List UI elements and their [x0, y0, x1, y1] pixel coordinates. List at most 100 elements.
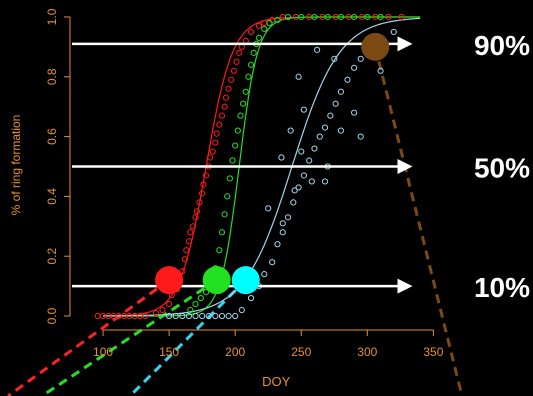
- threshold-markers: [155, 33, 389, 294]
- data-point: [333, 101, 338, 106]
- y-tick-label: 0.2: [45, 248, 59, 265]
- data-point: [309, 179, 314, 184]
- data-point: [233, 313, 238, 318]
- data-point: [251, 50, 256, 55]
- x-tick-label: 200: [225, 345, 245, 359]
- extrapolation-line: [375, 47, 462, 396]
- data-point: [338, 128, 343, 133]
- data-point: [307, 158, 312, 163]
- data-point: [95, 313, 100, 318]
- data-point: [198, 295, 203, 300]
- threshold-marker: [155, 266, 183, 294]
- data-point: [160, 307, 165, 312]
- data-point: [279, 155, 284, 160]
- data-point: [248, 295, 253, 300]
- data-point: [222, 104, 227, 109]
- data-point: [213, 313, 218, 318]
- y-tick-label: 0.8: [45, 68, 59, 85]
- data-point: [217, 122, 222, 127]
- data-point: [270, 260, 275, 265]
- threshold-marker: [361, 33, 389, 61]
- data-point: [248, 29, 253, 34]
- data-point: [301, 107, 306, 112]
- data-point: [352, 65, 357, 70]
- y-axis-label: % of ring formation: [9, 115, 23, 216]
- data-point: [317, 134, 322, 139]
- data-point: [226, 313, 231, 318]
- data-point: [338, 89, 343, 94]
- data-point: [226, 86, 231, 91]
- data-point: [234, 59, 239, 64]
- data-point: [301, 173, 306, 178]
- data-point: [223, 95, 228, 100]
- data-point: [229, 77, 234, 82]
- y-tick-label: 0.4: [45, 188, 59, 205]
- data-point: [219, 113, 224, 118]
- data-point: [280, 230, 285, 235]
- data-point: [312, 146, 317, 151]
- data-point: [256, 35, 261, 40]
- extrapolation-line: [8, 280, 169, 396]
- data-point: [210, 149, 215, 154]
- x-tick-label: 100: [93, 345, 113, 359]
- data-point: [227, 176, 232, 181]
- x-axis-label: DOY: [262, 374, 291, 389]
- data-point: [200, 313, 205, 318]
- data-point: [225, 194, 230, 199]
- data-point: [219, 230, 224, 235]
- data-point: [214, 131, 219, 136]
- data-point: [266, 206, 271, 211]
- y-tick-label: 1.0: [45, 8, 59, 25]
- data-point: [262, 26, 267, 31]
- data-point: [243, 89, 248, 94]
- data-point: [193, 301, 198, 306]
- x-tick-label: 150: [159, 345, 179, 359]
- axes: DOY % of ring formation: [9, 17, 433, 389]
- data-point: [322, 125, 327, 130]
- data-point: [299, 149, 304, 154]
- extrapolation-line: [42, 280, 217, 396]
- data-point: [184, 248, 189, 253]
- threshold-marker: [232, 266, 260, 294]
- data-point: [275, 242, 280, 247]
- data-point: [235, 128, 240, 133]
- data-point: [231, 68, 236, 73]
- threshold-label: 10%: [474, 272, 530, 303]
- y-tick-label: 0.6: [45, 128, 59, 145]
- x-tick-label: 250: [291, 345, 311, 359]
- data-point: [288, 128, 293, 133]
- data-point: [233, 143, 238, 148]
- data-point: [246, 74, 251, 79]
- data-point: [237, 50, 242, 55]
- data-point: [188, 230, 193, 235]
- data-point: [186, 239, 191, 244]
- data-point: [222, 212, 227, 217]
- data-point: [217, 248, 222, 253]
- data-point: [262, 272, 267, 277]
- x-tick-label: 350: [423, 345, 443, 359]
- data-point: [280, 221, 285, 226]
- data-point: [296, 74, 301, 79]
- data-point: [256, 23, 261, 28]
- data-point: [280, 14, 285, 19]
- data-point: [292, 188, 297, 193]
- data-point: [358, 134, 363, 139]
- data-point: [328, 113, 333, 118]
- data-point: [238, 113, 243, 118]
- data-point: [391, 29, 396, 34]
- threshold-arrows: 90%50%10%: [72, 30, 530, 303]
- data-point: [167, 301, 172, 306]
- data-point: [239, 307, 244, 312]
- data-point: [285, 215, 290, 220]
- y-tick-label: 0.0: [45, 307, 59, 324]
- threshold-label: 90%: [474, 30, 530, 61]
- data-point: [193, 215, 198, 220]
- data-point: [248, 62, 253, 67]
- data-point: [322, 179, 327, 184]
- threshold-marker: [203, 266, 231, 294]
- data-point: [193, 313, 198, 318]
- data-point: [345, 77, 350, 82]
- data-point: [352, 110, 357, 115]
- data-point: [291, 200, 296, 205]
